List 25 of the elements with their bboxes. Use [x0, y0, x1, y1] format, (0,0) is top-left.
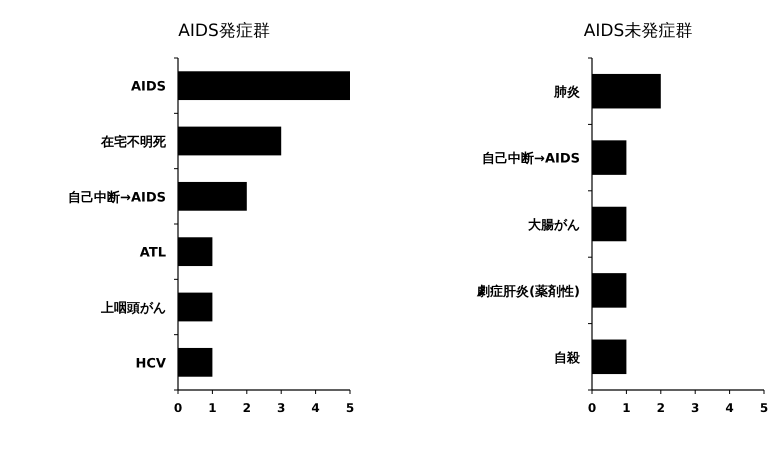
x-tick-label: 5	[346, 401, 354, 415]
x-tick-label: 4	[725, 401, 734, 415]
x-tick-label: 0	[588, 401, 596, 415]
y-tick-label: 自己中断→AIDS	[482, 152, 580, 167]
x-tick-label: 1	[208, 401, 217, 415]
x-tick-label: 0	[174, 401, 182, 415]
y-tick-label: HCV	[136, 356, 166, 372]
y-tick-label: 肺炎	[553, 85, 580, 100]
chart-title: AIDS未発症群	[584, 21, 692, 41]
y-tick-label: 上咽頭がん	[100, 301, 166, 316]
y-tick-label: 自己中断→AIDS	[68, 190, 166, 206]
x-tick-label: 1	[622, 401, 631, 415]
x-tick-label: 3	[277, 401, 286, 415]
x-tick-label: 4	[311, 401, 320, 415]
y-tick-label: ATL	[140, 246, 166, 261]
x-tick-label: 2	[242, 401, 251, 415]
y-tick-label: 自殺	[554, 350, 581, 366]
x-tick-label: 2	[656, 401, 665, 415]
x-tick-label: 5	[760, 401, 768, 415]
y-tick-label: AIDS	[130, 80, 166, 95]
x-tick-label: 3	[691, 401, 700, 415]
y-tick-label: 在宅不明死	[100, 134, 167, 150]
y-tick-label: 大腸がん	[528, 218, 580, 233]
y-tick-label: 劇症肝炎(薬剤性)	[476, 283, 580, 300]
chart-title: AIDS発症群	[178, 21, 270, 41]
